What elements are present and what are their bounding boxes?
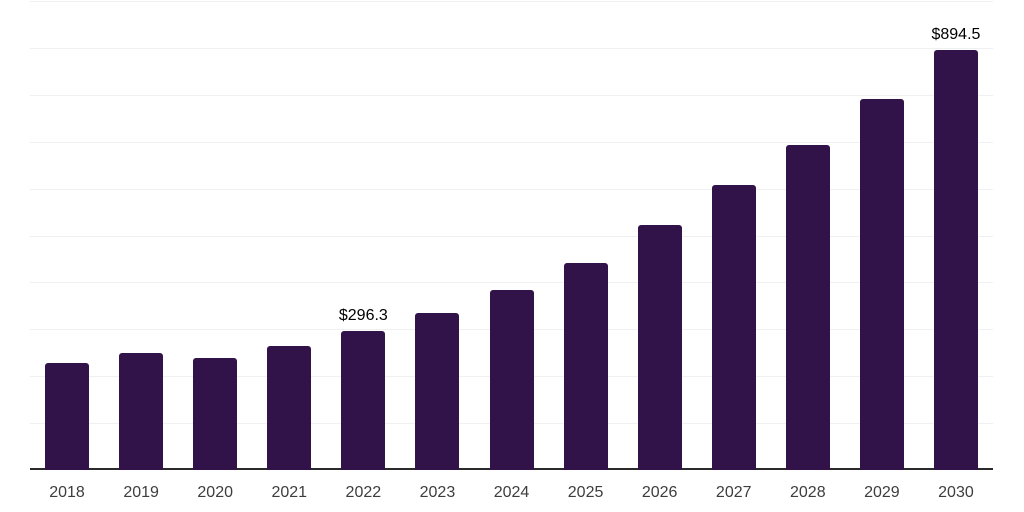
x-tick-label-2018: 2018 [49,484,85,501]
gridline [30,47,993,49]
bar-2026 [637,225,682,470]
gridline [30,141,993,143]
x-tick-label-2020: 2020 [197,484,233,501]
bar-2019 [119,353,164,470]
x-tick-label-2019: 2019 [123,484,159,501]
gridline [30,188,993,190]
bar-2021 [267,346,312,470]
data-label-2030: $894.5 [931,26,981,43]
gridline [30,1,993,2]
x-tick-label-2027: 2027 [715,484,752,501]
x-tick-label-2029: 2029 [864,484,900,501]
x-tick-label-2022: 2022 [345,484,382,501]
bar-2024 [489,290,534,470]
x-tick-label-2030: 2030 [938,484,974,501]
x-tick-label-2026: 2026 [641,484,678,501]
bar-2018 [45,363,90,470]
x-tick-label-2023: 2023 [419,484,456,501]
bar-2027 [711,185,756,470]
data-label-2022: $296.3 [338,307,388,324]
x-tick-label-2028: 2028 [790,484,826,501]
x-tick-label-2025: 2025 [567,484,604,501]
x-axis-tick-labels: 2018 2019 2020 2021 2022 2023 2024 2025 2026 2027… [30,483,993,505]
bar-2022 [341,331,386,470]
bar-2020 [193,358,238,470]
gridline [30,94,993,96]
x-tick-label-2021: 2021 [271,484,308,501]
bar-2030 [933,50,978,470]
x-tick-label-2024: 2024 [493,484,530,501]
gridline [30,235,993,237]
bar-2025 [563,263,608,470]
bar-2029 [859,99,904,470]
gridline [30,282,993,284]
bar-2023 [415,313,460,470]
plot-area: $296.3 $894.5 [30,0,993,470]
bar-2028 [785,145,830,470]
